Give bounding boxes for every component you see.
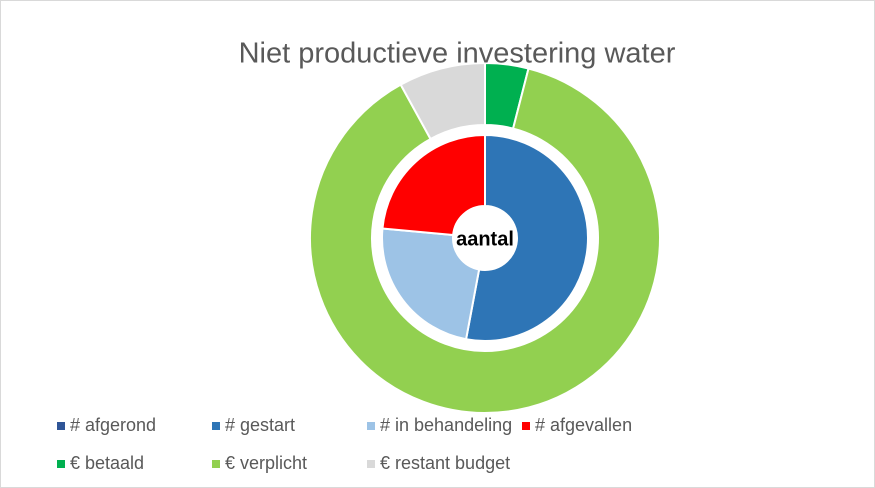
slice bbox=[399, 61, 486, 141]
slice bbox=[381, 133, 486, 237]
chart-title: Niet productieve investering water bbox=[239, 38, 676, 70]
legend-swatch bbox=[522, 422, 530, 430]
legend-swatch bbox=[57, 422, 65, 430]
legend-swatch bbox=[212, 460, 220, 468]
slice bbox=[309, 67, 661, 414]
legend-label: € betaald bbox=[70, 453, 144, 473]
legend-label: # afgerond bbox=[70, 415, 156, 435]
legend-label: # afgevallen bbox=[535, 415, 632, 435]
legend-swatch bbox=[57, 460, 65, 468]
center-label: aantal bbox=[456, 228, 514, 250]
legend-swatch bbox=[212, 422, 220, 430]
legend-label: € verplicht bbox=[225, 453, 307, 473]
legend-label: # gestart bbox=[225, 415, 295, 435]
slices bbox=[309, 61, 661, 414]
legend-label: # in behandeling bbox=[380, 415, 512, 435]
legend-swatch bbox=[367, 460, 375, 468]
slice bbox=[381, 227, 481, 341]
legend-swatch bbox=[367, 422, 375, 430]
legend-label: € restant budget bbox=[380, 453, 510, 473]
slice bbox=[464, 133, 589, 342]
